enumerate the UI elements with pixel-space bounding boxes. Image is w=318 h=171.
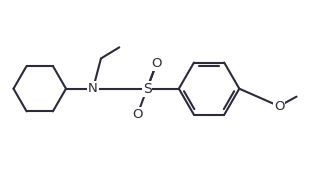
Text: O: O — [132, 108, 143, 121]
Text: S: S — [143, 82, 151, 96]
Text: N: N — [88, 82, 98, 95]
Text: O: O — [151, 57, 162, 70]
Text: O: O — [274, 100, 284, 113]
